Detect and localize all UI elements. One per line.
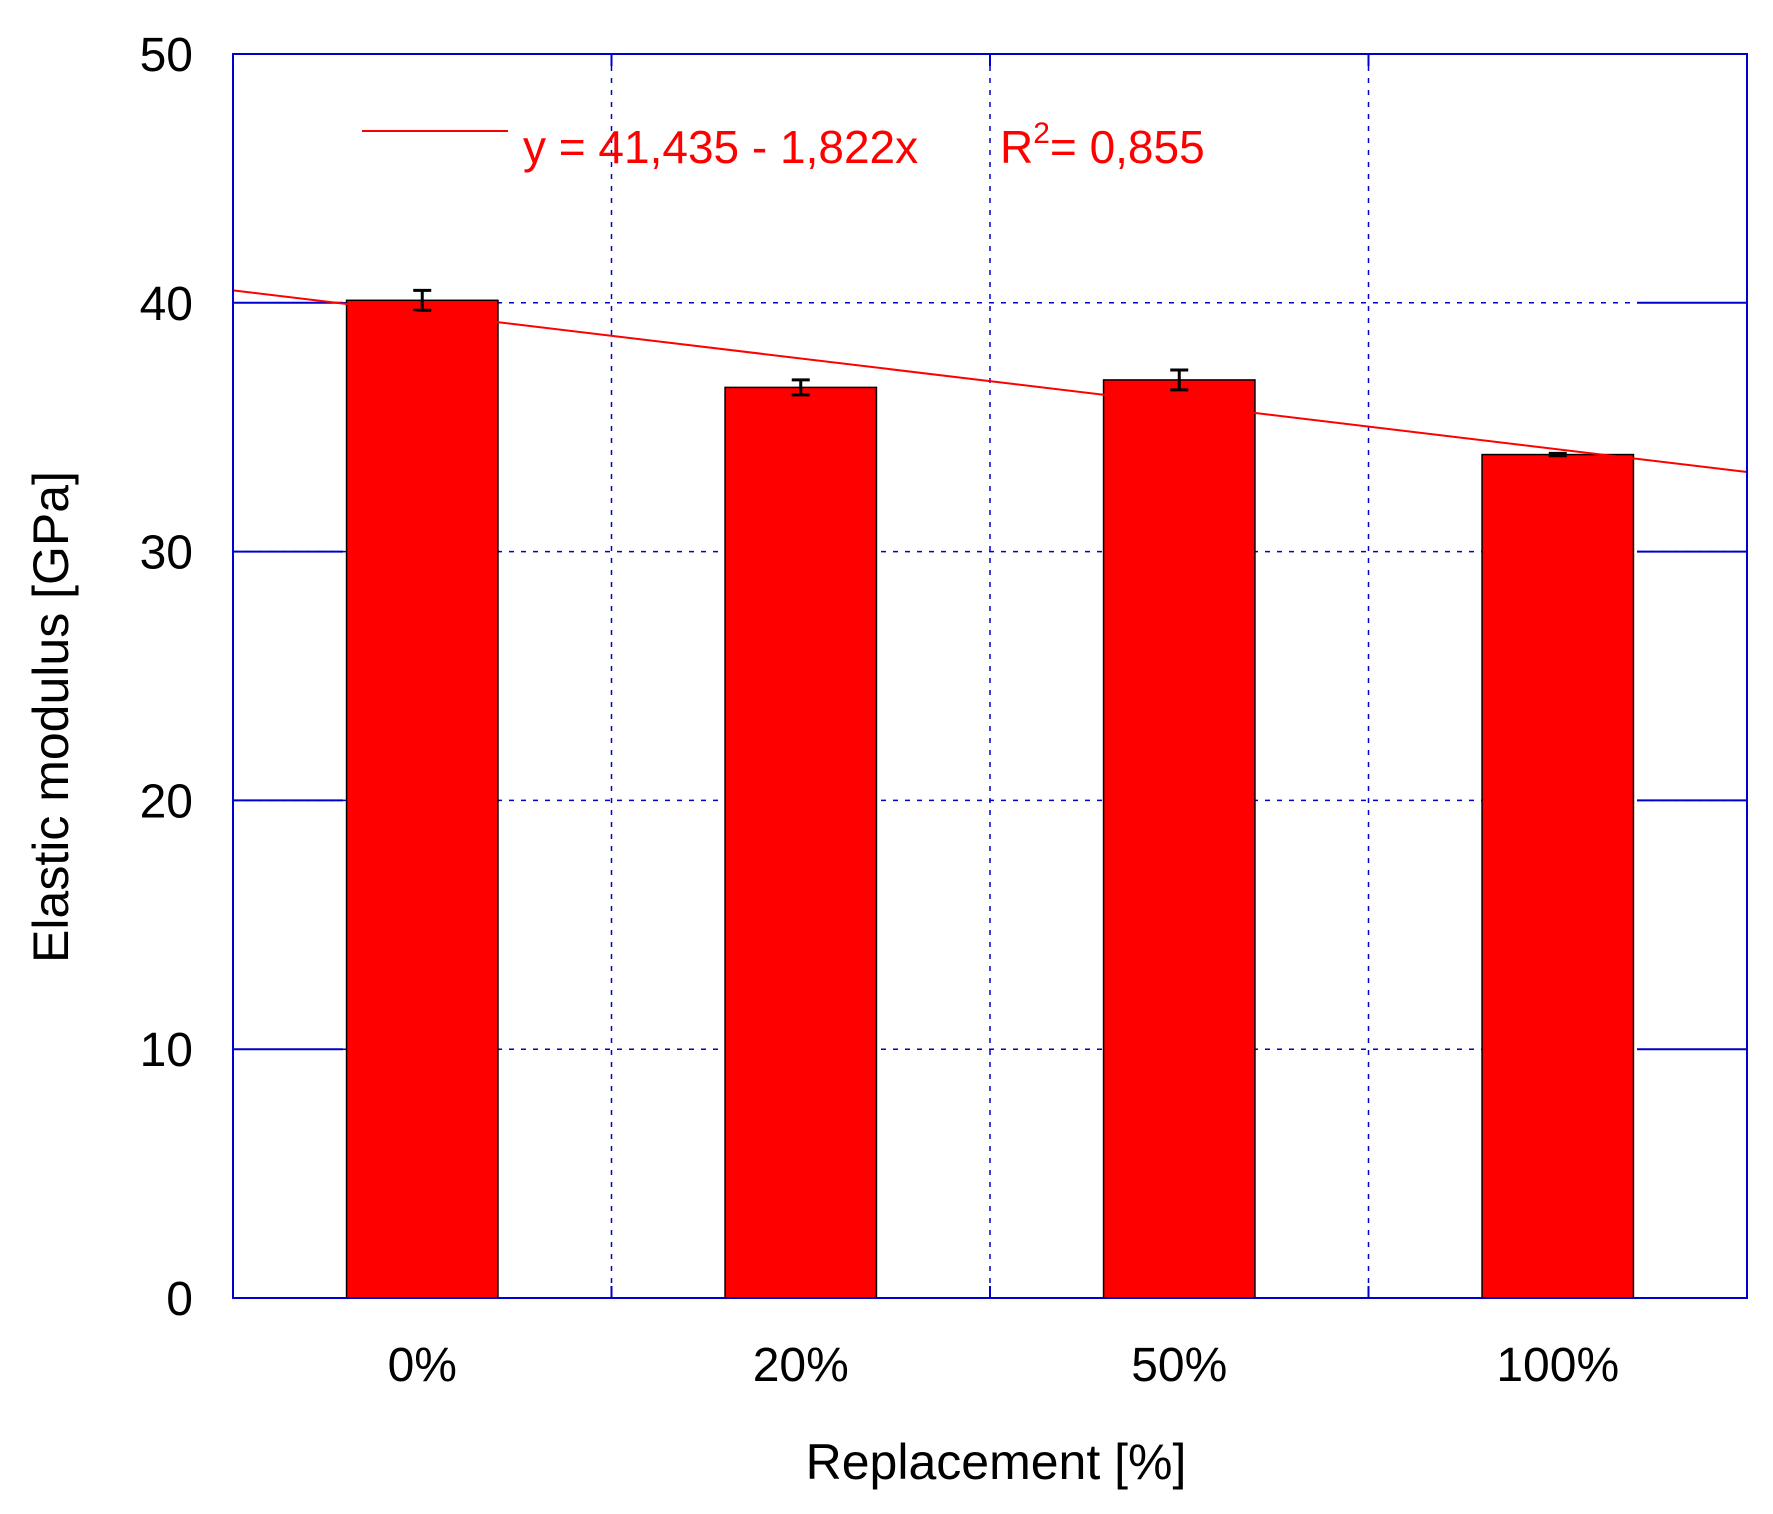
y-tick-label-20: 20 xyxy=(140,775,193,828)
plot-frame xyxy=(232,53,1748,1299)
y-tick-label-0: 0 xyxy=(166,1273,193,1326)
r-squared-prefix: R xyxy=(1000,121,1033,173)
y-tick-label-50: 50 xyxy=(140,29,193,82)
tick-labels-layer: 0 10 20 30 40 50 0% 20% 50% 100% xyxy=(140,29,1620,1392)
x-tick-label-0%: 0% xyxy=(388,1339,457,1392)
r-squared-superscript: 2 xyxy=(1033,117,1050,150)
trendline-equation: y = 41,435 - 1,822x xyxy=(523,121,918,173)
bar-50% xyxy=(1102,379,1256,1299)
trendline-layer xyxy=(232,289,1748,473)
x-axis-title: Replacement [%] xyxy=(806,1434,1187,1490)
y-axis-title: Elastic modulus [GPa] xyxy=(23,471,79,963)
r-squared-value: = 0,855 xyxy=(1050,121,1205,173)
bars-layer xyxy=(345,299,1635,1299)
bar-20% xyxy=(724,386,878,1299)
plot-frame-layer xyxy=(232,53,1748,1299)
x-tick-label-100%: 100% xyxy=(1496,1339,1619,1392)
trendline-r-squared: R2= 0,855 xyxy=(1000,117,1205,173)
legend: y = 41,435 - 1,822x R2= 0,855 xyxy=(362,117,1205,173)
trendline xyxy=(232,289,1748,473)
y-tick-label-10: 10 xyxy=(140,1024,193,1077)
y-tick-label-30: 30 xyxy=(140,527,193,580)
error-bars-layer xyxy=(413,288,1567,458)
y-tick-label-40: 40 xyxy=(140,278,193,331)
bar-0% xyxy=(345,299,499,1299)
bar-100% xyxy=(1481,453,1635,1299)
x-tick-label-50%: 50% xyxy=(1131,1339,1227,1392)
x-tick-label-20%: 20% xyxy=(753,1339,849,1392)
